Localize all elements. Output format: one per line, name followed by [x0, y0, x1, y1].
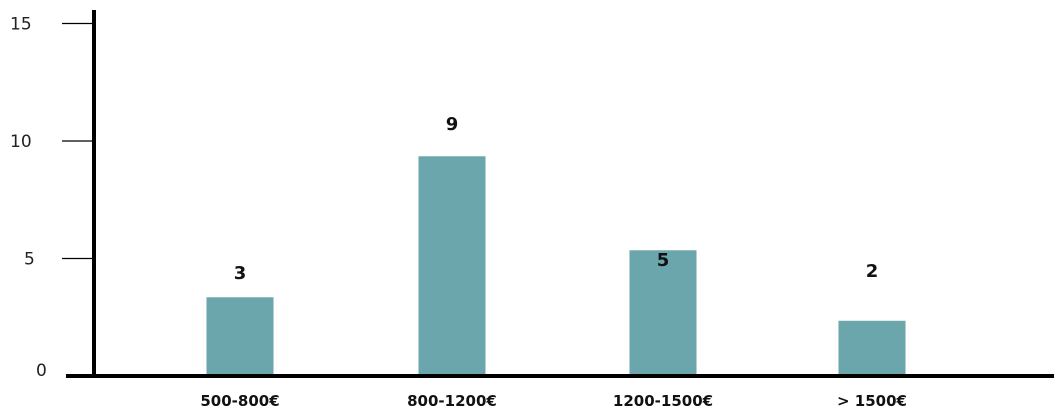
y-axis-ticks: 0 5 10 15: [10, 15, 94, 381]
bar-value-label: 5: [657, 250, 670, 271]
data-labels: 3 9 5 2: [234, 114, 879, 284]
category-label: > 1500€: [837, 392, 907, 410]
bars: [206, 156, 906, 376]
category-label: 800-1200€: [407, 392, 497, 410]
bar: [838, 320, 906, 376]
x-axis-category-labels: 500-800€ 800-1200€ 1200-1500€ > 1500€: [200, 392, 907, 410]
y-tick-label: 15: [10, 15, 32, 35]
bar-value-label: 3: [234, 263, 247, 284]
bar-value-label: 9: [446, 114, 459, 135]
bar: [418, 156, 486, 376]
category-label: 1200-1500€: [613, 392, 713, 410]
bar: [629, 250, 697, 376]
y-tick-label: 5: [24, 250, 35, 270]
bar: [206, 297, 274, 376]
y-tick-label: 10: [10, 132, 32, 152]
bar-value-label: 2: [866, 261, 879, 282]
y-tick-label: 0: [36, 361, 47, 381]
category-label: 500-800€: [200, 392, 279, 410]
